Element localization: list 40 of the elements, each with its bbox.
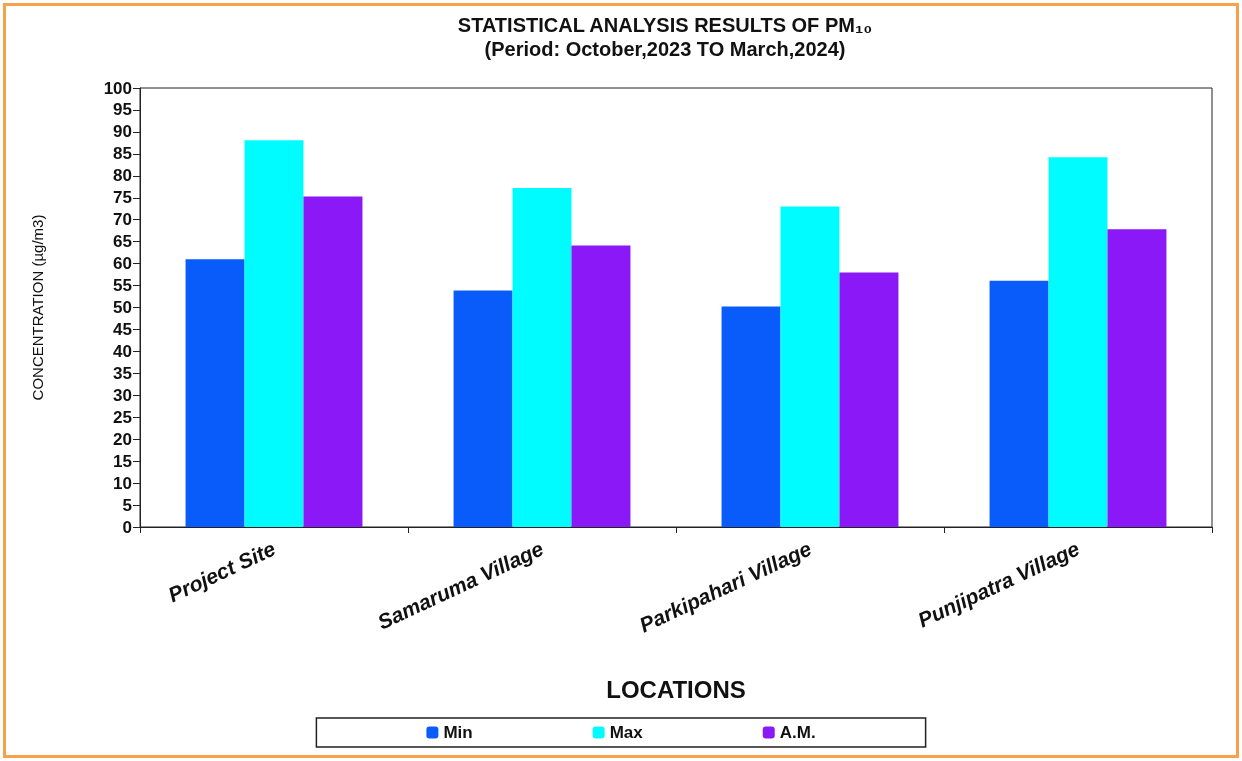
legend-label: A.M. [779,723,816,742]
bar [839,272,899,527]
y-tick-label: 0 [122,517,132,537]
y-tick-label: 30 [113,385,132,405]
y-tick-label: 20 [113,429,132,449]
legend-label: Min [443,723,473,742]
chart-subtitle: (Period: October,2023 TO March,2024) [484,38,846,60]
bar [571,245,631,527]
y-tick-label: 35 [113,363,132,383]
chart-title: STATISTICAL ANALYSIS RESULTS OF PM₁₀ [457,14,873,36]
bar [780,206,840,527]
y-tick-label: 55 [113,276,132,296]
y-tick-label: 60 [113,254,132,274]
y-tick-label: 50 [113,298,132,317]
bar [303,196,363,527]
bar [721,306,781,527]
y-tick-label: 70 [113,210,132,230]
bar [1048,157,1108,527]
legend-label: Max [609,723,644,742]
y-tick-label: 45 [113,319,132,339]
y-tick-label: 5 [122,495,132,515]
y-axis-title: CONCENTRATION (µg/m3) [29,214,46,401]
bar [244,140,304,527]
bar [185,259,245,527]
y-tick-label: 95 [113,100,132,120]
y-tick-label: 15 [113,451,132,471]
y-tick-label: 100 [103,78,132,98]
y-tick-label: 85 [113,144,132,164]
bar [989,280,1049,527]
bar [512,188,572,527]
bar [1107,229,1167,527]
y-tick-label: 75 [113,188,132,208]
y-tick-label: 10 [113,473,132,493]
y-tick-label: 40 [113,341,132,361]
bar [453,290,513,527]
y-tick-label: 90 [113,122,132,142]
y-tick-label: 25 [113,407,132,427]
x-axis-title: LOCATIONS [606,675,746,703]
y-tick-label: 80 [113,166,132,186]
y-tick-label: 65 [113,232,132,252]
